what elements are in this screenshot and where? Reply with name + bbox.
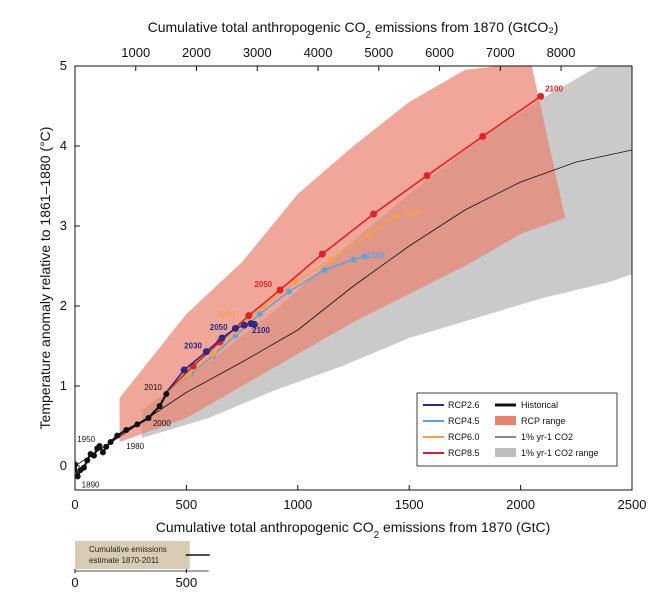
- point-historical-15: [145, 415, 152, 421]
- legend-label-rcp26: RCP2.6: [448, 400, 480, 410]
- point-labels: 1950 1890 1980 2000 2010 2030 2050 2100 2100 2050…: [77, 85, 563, 490]
- legend-label-r2: 1% yr-1 CO2: [521, 432, 573, 442]
- legend-label-r3: 1% yr-1 CO2 range: [521, 448, 599, 458]
- point-rcp85-5: [318, 250, 326, 258]
- point-rcp26-3: [218, 334, 226, 342]
- label-rcp60-2100: 2100: [403, 209, 421, 218]
- point-historical-9: [99, 449, 106, 456]
- label-rcp85-2100: 2100: [545, 85, 563, 94]
- xtick-top-label-6: 7000: [486, 45, 515, 60]
- xtick-top-label-2: 3000: [243, 45, 272, 60]
- legend-swatch-r1: [495, 416, 516, 425]
- range-bands: [119, 66, 632, 442]
- series-lines: [75, 92, 632, 480]
- point-rcp26-7: [250, 320, 258, 328]
- legend-label-rcp45: RCP4.5: [448, 416, 480, 426]
- point-rcp85-4: [276, 286, 284, 294]
- inset-text-line1: Cumulative emissions: [89, 545, 167, 554]
- point-rcp45-8: [361, 253, 368, 260]
- x-axis-title: Cumulative total anthropogenic CO2 emiss…: [156, 519, 551, 541]
- point-rcp85-8: [479, 132, 487, 140]
- xtick-label-2: 1000: [283, 497, 312, 512]
- xtick-label-3: 1500: [395, 497, 424, 512]
- legend-label-rcp60: RCP6.0: [448, 432, 480, 442]
- legend-label-rcp85: RCP8.5: [448, 448, 480, 458]
- point-rcp45-6: [321, 267, 328, 273]
- inset-tick-label-1: 500: [176, 575, 198, 590]
- x-axis-top-title: Cumulative total anthropogenic CO2 emiss…: [148, 19, 559, 41]
- xtick-top-label-7: 8000: [547, 45, 576, 60]
- point-rcp45-5: [285, 288, 292, 295]
- legend-label-r0: Historical: [521, 400, 558, 410]
- point-historical-12: [114, 432, 121, 439]
- xtick-top-label-0: 1000: [121, 45, 150, 60]
- point-rcp60-6: [328, 256, 335, 263]
- point-rcp26-1: [180, 366, 188, 374]
- xtick-top-label-1: 2000: [182, 45, 211, 60]
- point-rcp85-6: [370, 210, 378, 218]
- point-historical-11: [107, 439, 114, 445]
- point-historical-16: [156, 403, 163, 409]
- xtick-label-5: 2500: [618, 497, 647, 512]
- plot-frame: [74, 65, 633, 491]
- label-rcp85-2050: 2050: [254, 280, 272, 289]
- ytick-label-5: 5: [60, 58, 67, 73]
- xtick-top-label-5: 6000: [425, 45, 454, 60]
- point-historical-8: [96, 443, 103, 449]
- ytick-label-4: 4: [60, 138, 67, 153]
- point-rcp85-9: [537, 92, 545, 100]
- ytick-label-3: 3: [60, 218, 67, 233]
- point-historical-13: [123, 427, 130, 433]
- point-rcp85-7: [423, 172, 431, 180]
- label-rcp26-2050: 2050: [210, 323, 228, 332]
- rcp-range-band: [119, 66, 566, 442]
- point-historical-10: [103, 443, 110, 450]
- label-hist-1980: 1980: [126, 442, 144, 451]
- xtick-top-label-3: 4000: [304, 45, 333, 60]
- point-rcp45-4: [256, 311, 263, 317]
- axes: 0 500 1000 1500 2000 2500 0 1 2 3 4 5 1000 2000 3000 40…: [37, 19, 646, 541]
- point-rcp85-3: [245, 312, 253, 320]
- ytick-label-2: 2: [60, 298, 67, 313]
- label-hist-1950: 1950: [77, 435, 95, 444]
- inset-range-bar: [75, 541, 190, 569]
- label-rcp26-2100: 2100: [252, 326, 270, 335]
- xtick-label-4: 2000: [506, 497, 535, 512]
- label-rcp45-2100: 2100: [367, 251, 385, 260]
- point-historical-1: [75, 473, 81, 480]
- point-rcp45-7: [350, 256, 357, 263]
- legend: RCP2.6 RCP4.5 RCP6.0 RCP8.5 Historical RCP ra…: [416, 392, 618, 467]
- point-historical-17: [163, 391, 170, 397]
- xtick-top-label-4: 5000: [364, 45, 393, 60]
- point-historical-4: [84, 457, 91, 464]
- ytick-label-0: 0: [60, 458, 67, 473]
- legend-box: [416, 392, 618, 467]
- legend-swatch-r3: [495, 448, 516, 457]
- point-rcp26-2: [202, 348, 210, 356]
- point-historical-3: [80, 464, 87, 471]
- point-rcp26-4: [231, 324, 239, 332]
- label-hist-2000: 2000: [153, 419, 171, 428]
- ytick-label-1: 1: [60, 378, 67, 393]
- point-historical-6: [90, 452, 97, 459]
- legend-label-r1: RCP range: [521, 416, 565, 426]
- label-hist-2010: 2010: [144, 383, 162, 392]
- point-rcp60-8: [392, 213, 399, 220]
- label-rcp60-2050: 2050: [218, 310, 236, 319]
- inset-tick-label-0: 0: [71, 575, 78, 590]
- label-hist-1890: 1890: [82, 481, 100, 490]
- xtick-label-0: 0: [71, 497, 78, 512]
- pct-line: [75, 149, 632, 467]
- label-rcp26-2030: 2030: [184, 341, 202, 350]
- point-rcp60-2: [210, 351, 217, 357]
- inset-text-line2: estimate 1870-2011: [89, 556, 160, 565]
- point-rcp60-7: [366, 231, 373, 237]
- point-rcp26-5: [240, 321, 248, 329]
- xtick-label-1: 500: [176, 497, 198, 512]
- emissions-inset: Cumulative emissions estimate 1870-2011 0 5…: [71, 541, 210, 590]
- point-rcp60-5: [292, 279, 299, 285]
- y-axis-title: Temperature anomaly relative to 1861–188…: [37, 127, 53, 430]
- point-historical-14: [134, 421, 141, 428]
